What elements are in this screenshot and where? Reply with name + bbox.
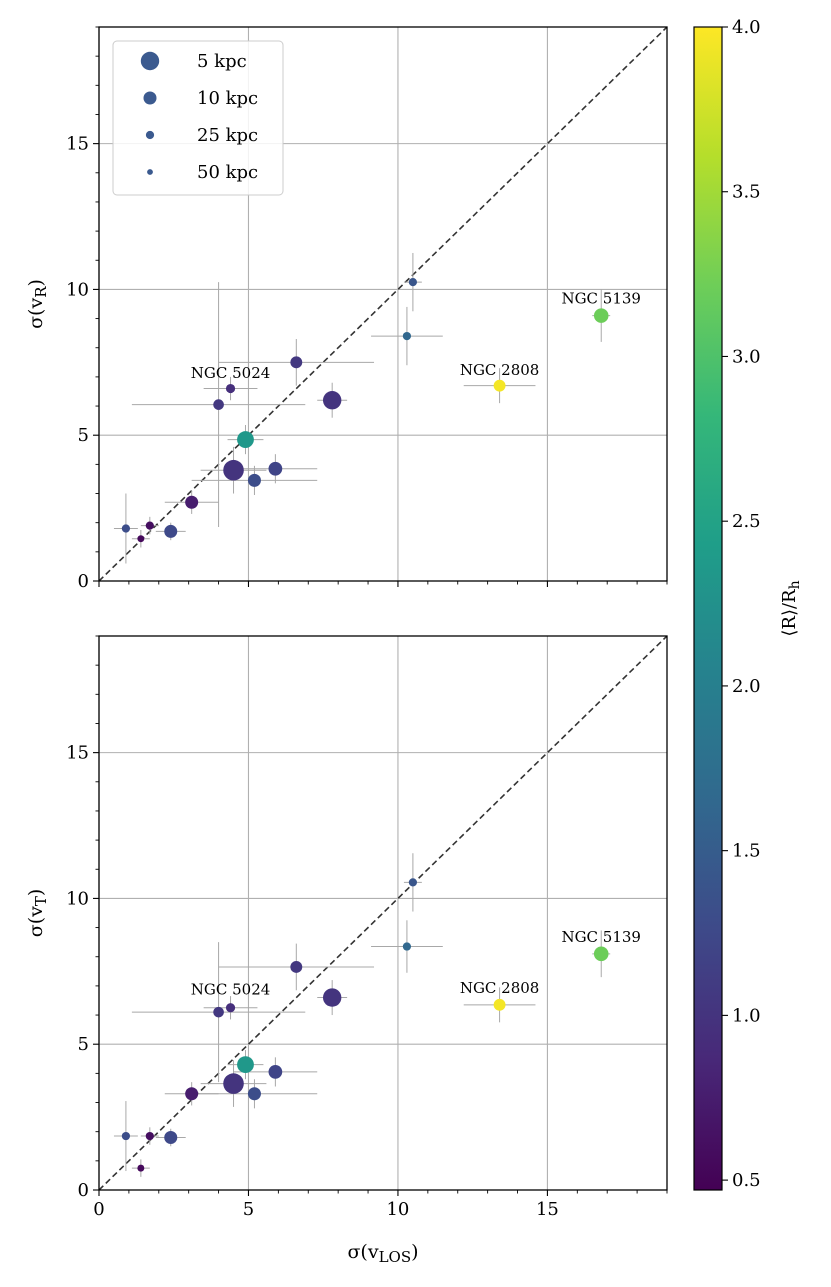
axes-frame (98, 635, 668, 1191)
legend-marker (140, 51, 160, 71)
y-axis-label-main: σ(v (25, 906, 47, 937)
data-point (402, 942, 412, 951)
data-point (322, 988, 342, 1007)
colorbar-scale (693, 26, 723, 1191)
plot-area (99, 27, 667, 581)
y-axis-label-close: ) (25, 889, 47, 896)
data-point (145, 521, 154, 530)
x-tick-label: 0 (93, 1199, 104, 1220)
data-point (402, 331, 412, 341)
colorbar-tick-label: 2.0 (732, 676, 761, 697)
data-point (493, 998, 506, 1011)
x-axis-label-main: σ(v (347, 1241, 378, 1263)
data-point (268, 1065, 283, 1079)
x-tick-label: 5 (243, 1199, 254, 1220)
y-tick-label: 10 (66, 279, 89, 300)
legend-label: 5 kpc (197, 51, 247, 72)
y-tick-label: 0 (78, 571, 89, 592)
colorbar-tick-label: 4.0 (732, 17, 761, 38)
data-point (185, 495, 199, 509)
data-point (268, 461, 283, 476)
y-axis-label: σ(vR) (25, 279, 50, 329)
axes-frame (98, 26, 668, 582)
identity-line (99, 636, 667, 1190)
data-point (493, 379, 506, 392)
data-point (137, 1164, 145, 1172)
colorbar-tick-label: 1.0 (732, 1005, 761, 1026)
data-point (137, 535, 145, 543)
colorbar-label-sub: h (787, 580, 803, 589)
y-tick-label: 15 (66, 134, 89, 155)
annotation-label: NGC 2808 (460, 979, 540, 997)
y-tick-label: 15 (66, 743, 89, 764)
plot-area (99, 636, 667, 1190)
colorbar-r-over-rh: 0.5 1.0 1.5 2.0 2.5 3.0 3.5 4.0 ⟨R⟩/Rh (693, 17, 803, 1191)
top-panel-sigma-vr: NGC 5024 NGC 2808 NGC 5139 0 5 10 15 σ(vR) 5 kpc… (25, 26, 668, 592)
annotation-label: NGC 5139 (561, 290, 641, 308)
colorbar-tick-label: 2.5 (732, 511, 761, 532)
y-axis-label: σ(vT) (25, 889, 50, 938)
data-point (237, 431, 254, 448)
data-point (408, 878, 418, 887)
data-point (121, 1131, 131, 1141)
data-point (593, 308, 609, 323)
data-point (290, 356, 303, 369)
data-point (237, 1056, 254, 1074)
data-point (223, 459, 244, 481)
data-point (247, 473, 261, 487)
colorbar-label: ⟨R⟩/Rh (779, 580, 803, 636)
data-point (290, 961, 303, 973)
annotation-label: NGC 5139 (561, 928, 641, 946)
colorbar-tick-label: 3.0 (732, 346, 761, 367)
y-axis-label-sub: T (32, 896, 50, 906)
identity-line (99, 27, 667, 581)
data-point (145, 1131, 154, 1141)
data-point (213, 399, 224, 410)
legend-marker (143, 91, 157, 105)
y-tick-label: 10 (66, 888, 89, 909)
data-point (223, 1073, 244, 1094)
colorbar-tick-label: 1.5 (732, 841, 761, 862)
y-axis-label-sub: R (32, 286, 50, 298)
legend-label: 10 kpc (197, 88, 258, 109)
data-point (408, 278, 418, 287)
legend-label: 25 kpc (197, 125, 258, 146)
data-point (164, 524, 178, 538)
colorbar-tick-label: 0.5 (732, 1170, 761, 1191)
annotation-label: NGC 2808 (460, 361, 540, 379)
y-axis-label-main: σ(v (25, 298, 47, 329)
x-tick-label: 15 (536, 1199, 559, 1220)
x-axis-label-sub: LOS (379, 1248, 412, 1266)
y-axis-label-close: ) (25, 279, 47, 286)
data-point (247, 1087, 261, 1101)
data-point (322, 391, 342, 410)
data-point (185, 1087, 199, 1101)
legend: 5 kpc 10 kpc 25 kpc 50 kpc (112, 40, 284, 196)
legend-marker (147, 169, 153, 175)
legend-label: 50 kpc (197, 162, 258, 183)
y-tick-label: 5 (78, 1034, 89, 1055)
y-tick-label: 5 (78, 425, 89, 446)
data-point (121, 524, 131, 533)
data-point (225, 383, 236, 394)
data-point (213, 1006, 224, 1018)
colorbar-tick-label: 3.5 (732, 182, 761, 203)
legend-box (112, 40, 284, 196)
annotation-label: NGC 5024 (191, 980, 271, 998)
data-point (225, 1003, 236, 1013)
x-tick-label: 10 (386, 1199, 409, 1220)
x-axis-label-close: ) (411, 1241, 418, 1263)
data-point (164, 1131, 178, 1145)
y-tick-label: 0 (78, 1180, 89, 1201)
x-axis-label: σ(vLOS) (347, 1241, 418, 1266)
annotation-label: NGC 5024 (191, 364, 271, 382)
legend-marker (145, 130, 155, 140)
data-point (593, 946, 609, 962)
colorbar-label-main: ⟨R⟩/R (779, 589, 800, 637)
